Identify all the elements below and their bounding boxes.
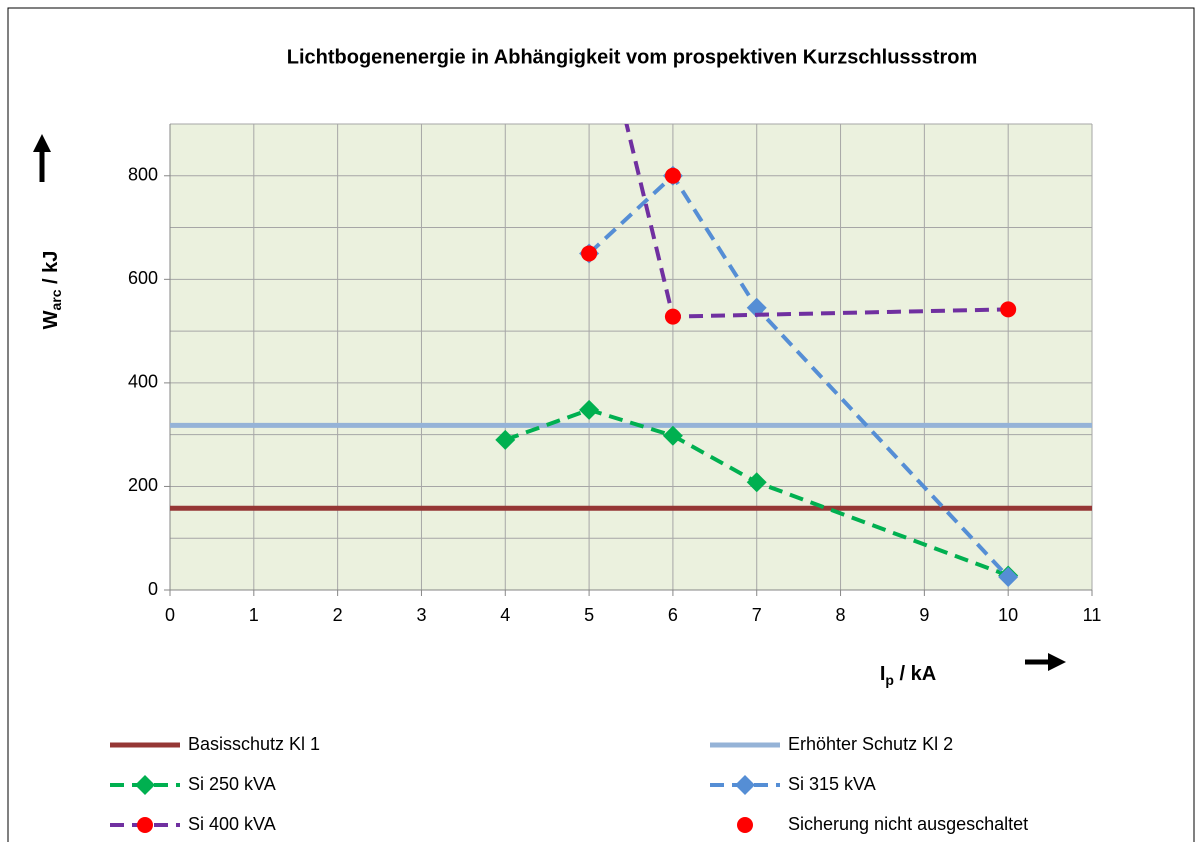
y-tick-label: 400 [128,372,158,392]
y-axis-label: Warc / kJ [40,251,63,330]
x-tick-label: 9 [919,605,929,625]
x-tick-label: 3 [416,605,426,625]
marker [137,817,153,833]
x-tick-label: 10 [998,605,1018,625]
y-tick-label: 0 [148,579,158,599]
legend-label: Si 250 kVA [188,774,276,794]
legend-label: Basisschutz Kl 1 [188,734,320,754]
legend-label: Si 400 kVA [188,814,276,834]
x-tick-label: 5 [584,605,594,625]
marker [581,245,598,262]
y-tick-label: 600 [128,268,158,288]
marker [746,472,767,493]
x-tick-label: 7 [752,605,762,625]
y-tick-label: 200 [128,475,158,495]
x-tick-label: 1 [249,605,259,625]
marker [735,775,755,795]
legend-label: Erhöhter Schutz Kl 2 [788,734,953,754]
y-label-sub: arc [48,289,64,310]
legend-label: Sicherung nicht ausgeschaltet [788,814,1028,834]
y-label-unit: / kJ [40,251,62,290]
x-arrow [1025,653,1066,671]
marker [998,567,1019,588]
plot-series [170,124,1092,588]
y-label-main: W [40,310,62,329]
legend-label: Si 315 kVA [788,774,876,794]
y-tick-label: 800 [128,165,158,185]
x-axis-label: Ip / kA [880,663,936,687]
y-arrow [33,134,51,182]
x-tick-label: 0 [165,605,175,625]
x-label-main: I [880,663,886,685]
marker [737,817,753,833]
marker [664,308,681,325]
marker [1000,301,1017,318]
marker [495,429,516,450]
x-tick-label: 2 [333,605,343,625]
plot-area [170,124,1092,590]
chart-title: Lichtbogenenergie in Abhängigkeit vom pr… [287,46,978,68]
x-tick-label: 6 [668,605,678,625]
x-tick-label: 8 [836,605,846,625]
x-label-sub: p [885,672,894,688]
marker [664,167,681,184]
marker [579,399,600,420]
series-line [587,172,1010,579]
x-tick-label: 4 [500,605,510,625]
marker [662,425,683,446]
x-tick-label: 11 [1083,605,1102,625]
x-label-unit: / kA [894,663,936,685]
marker [135,775,155,795]
